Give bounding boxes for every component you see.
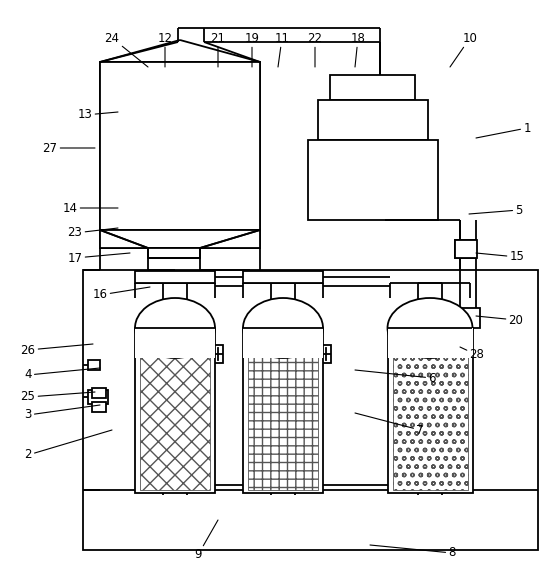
Text: 23: 23 bbox=[68, 227, 118, 240]
Bar bbox=[88, 360, 100, 370]
Text: 12: 12 bbox=[157, 31, 172, 67]
Bar bbox=[321, 345, 331, 363]
Text: 15: 15 bbox=[476, 251, 525, 264]
Text: 13: 13 bbox=[78, 108, 118, 121]
Text: 27: 27 bbox=[42, 142, 95, 154]
Bar bbox=[100, 62, 260, 230]
Text: 3: 3 bbox=[25, 405, 100, 422]
Bar bbox=[450, 308, 480, 328]
Bar bbox=[88, 390, 108, 404]
Bar bbox=[140, 331, 210, 490]
Text: 9: 9 bbox=[194, 520, 218, 561]
Bar bbox=[92, 388, 106, 398]
Bar bbox=[455, 240, 475, 258]
Text: 5: 5 bbox=[469, 203, 523, 216]
Text: 28: 28 bbox=[460, 347, 484, 361]
Text: 11: 11 bbox=[275, 31, 290, 67]
Bar bbox=[330, 75, 415, 100]
Bar bbox=[318, 100, 428, 140]
Bar bbox=[135, 328, 215, 358]
Bar bbox=[83, 270, 538, 550]
Text: 10: 10 bbox=[450, 31, 478, 67]
Ellipse shape bbox=[387, 298, 473, 358]
Text: 6: 6 bbox=[355, 370, 436, 385]
Ellipse shape bbox=[243, 298, 323, 358]
Bar bbox=[135, 271, 215, 283]
Bar bbox=[105, 62, 255, 230]
Bar bbox=[455, 240, 477, 258]
Text: 20: 20 bbox=[476, 314, 523, 326]
Bar bbox=[308, 140, 438, 220]
Ellipse shape bbox=[135, 298, 215, 358]
Text: 14: 14 bbox=[62, 202, 118, 215]
Text: 22: 22 bbox=[307, 31, 323, 67]
Text: 17: 17 bbox=[68, 251, 130, 265]
Bar bbox=[243, 328, 323, 358]
Text: 16: 16 bbox=[93, 287, 150, 301]
Bar bbox=[243, 328, 323, 493]
Text: 25: 25 bbox=[21, 391, 95, 403]
Bar bbox=[135, 328, 215, 493]
Polygon shape bbox=[100, 230, 260, 258]
Text: 7: 7 bbox=[355, 413, 424, 437]
Bar bbox=[100, 62, 260, 230]
Text: 18: 18 bbox=[350, 31, 365, 67]
Text: 2: 2 bbox=[24, 430, 112, 462]
Bar bbox=[248, 331, 318, 490]
Text: 19: 19 bbox=[244, 31, 259, 67]
Text: 24: 24 bbox=[104, 31, 148, 67]
Text: 1: 1 bbox=[476, 121, 531, 138]
Text: 26: 26 bbox=[21, 343, 93, 356]
Bar bbox=[393, 331, 468, 490]
Bar bbox=[100, 230, 260, 248]
Text: 8: 8 bbox=[370, 545, 456, 560]
Text: 21: 21 bbox=[210, 31, 225, 67]
Bar bbox=[213, 345, 223, 363]
Bar bbox=[388, 328, 473, 358]
Bar bbox=[243, 271, 323, 283]
Bar bbox=[92, 402, 106, 412]
Bar bbox=[388, 328, 473, 493]
Text: 4: 4 bbox=[24, 368, 100, 381]
